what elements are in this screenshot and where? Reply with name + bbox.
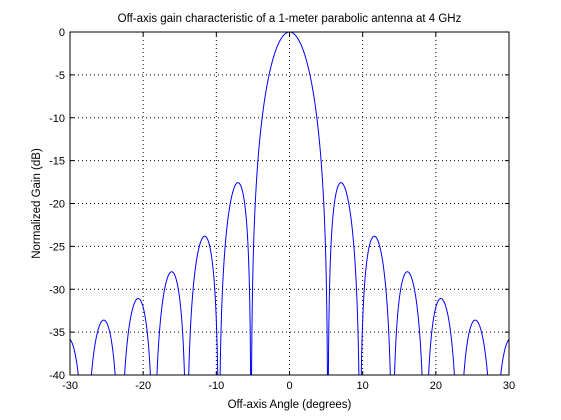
y-axis-title: Normalized Gain (dB) (31, 148, 43, 259)
y-tick-label: -20 (49, 199, 65, 211)
y-tick-label: -25 (49, 241, 65, 253)
y-tick-label: -5 (55, 70, 65, 82)
y-tick-label: -30 (49, 284, 65, 296)
x-tick-label: 30 (503, 380, 515, 392)
y-tick-label: -40 (49, 370, 65, 382)
ticks: -30 -20 -10 0 10 20 30 0 -5 -10 -15 -20 -25 -30 -35 -40 (49, 27, 515, 392)
x-tick-label: -20 (135, 380, 151, 392)
y-tick-label: -15 (49, 156, 65, 168)
gain-series-line (70, 32, 509, 375)
chart-title: Off-axis gain characteristic of a 1-mete… (118, 13, 462, 25)
y-tick-label: -35 (49, 327, 65, 339)
series-layer (70, 32, 509, 375)
x-tick-label: 0 (286, 380, 292, 392)
x-tick-label: -30 (62, 380, 78, 392)
y-tick-label: 0 (59, 27, 65, 39)
plot-background (70, 32, 509, 375)
y-tick-label: -10 (49, 113, 65, 125)
x-tick-label: 10 (357, 380, 369, 392)
x-tick-label: 20 (430, 380, 442, 392)
x-tick-label: -10 (208, 380, 224, 392)
x-axis-title: Off-axis Angle (degrees) (228, 399, 352, 411)
